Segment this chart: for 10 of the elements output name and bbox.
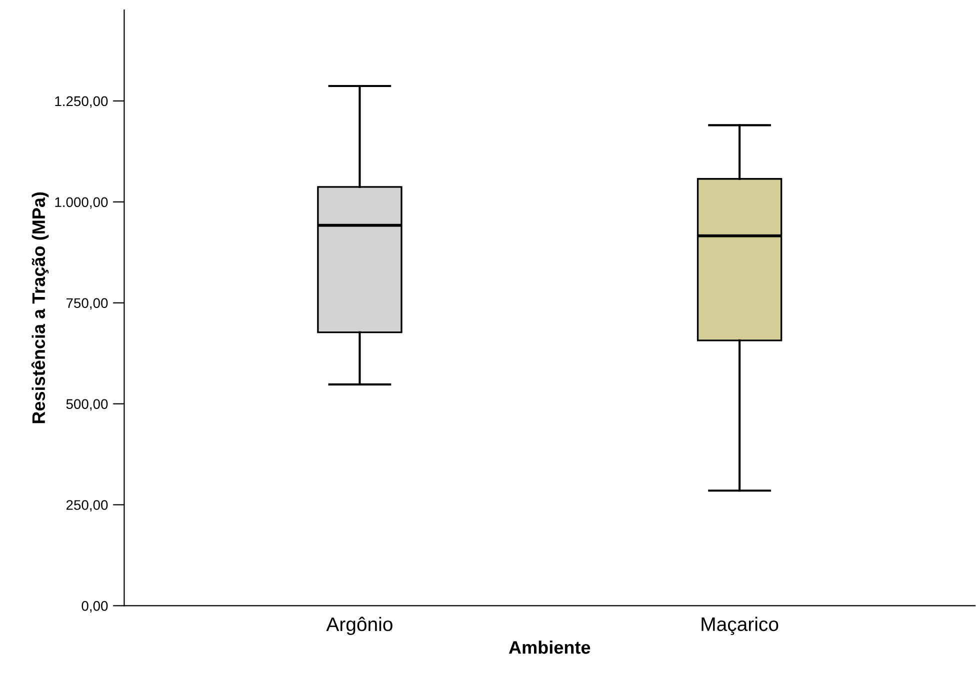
x-tick-label: Maçarico bbox=[702, 616, 778, 636]
y-tick-label: 1.000,00 bbox=[55, 197, 108, 209]
y-tick-label: 0,00 bbox=[82, 601, 108, 613]
x-tick-label: Argônio bbox=[326, 616, 392, 635]
y-tick-label: 500,00 bbox=[66, 399, 108, 411]
y-tick-label: 250,00 bbox=[66, 500, 108, 512]
y-tick-label: 1.250,00 bbox=[55, 96, 108, 108]
y-tick-label: 750,00 bbox=[66, 298, 108, 310]
y-axis-title: Resistência a Tração (MPa) bbox=[31, 192, 49, 424]
x-axis-title: Ambiente bbox=[508, 640, 590, 654]
